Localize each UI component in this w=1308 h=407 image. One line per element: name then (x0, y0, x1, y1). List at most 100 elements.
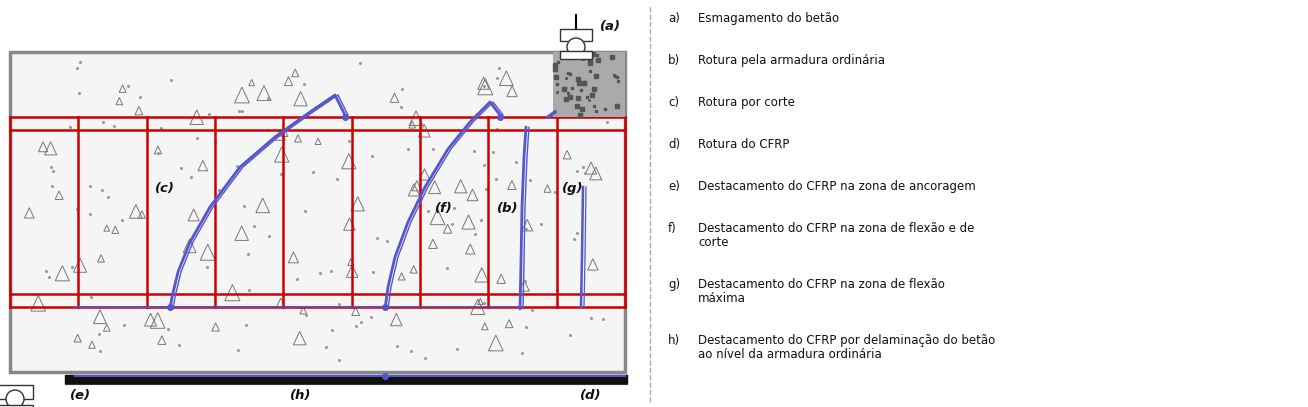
Point (475, 185, 496, 192)
Point (186, 135, 207, 142)
Point (566, 229, 587, 236)
Point (161, 77, 182, 83)
Point (339, 138, 360, 144)
Point (228, 107, 249, 114)
Text: (h): (h) (290, 389, 311, 402)
Point (258, 127, 279, 133)
Point (42, 168, 63, 174)
Point (560, 332, 581, 338)
Text: (f): (f) (436, 202, 453, 215)
Point (555, 103, 576, 110)
Point (89, 348, 110, 354)
Bar (0, 405, 33, 407)
Text: h): h) (668, 334, 680, 347)
Text: (d): (d) (579, 389, 602, 402)
Text: g): g) (668, 278, 680, 291)
Point (80, 182, 101, 189)
Point (522, 307, 543, 313)
Point (447, 346, 468, 352)
Point (285, 118, 306, 125)
Point (514, 278, 535, 284)
Point (377, 238, 398, 244)
Point (375, 304, 396, 310)
Text: e): e) (668, 180, 680, 193)
Point (315, 343, 336, 350)
Point (320, 267, 341, 274)
Text: a): a) (668, 12, 680, 25)
Point (547, 287, 568, 293)
Point (296, 312, 317, 319)
Bar (560, 29, 593, 41)
Point (169, 341, 190, 348)
Point (349, 60, 370, 66)
Text: f): f) (668, 222, 676, 235)
Point (150, 125, 171, 131)
Point (351, 319, 371, 325)
Point (71, 59, 92, 66)
Point (398, 146, 419, 152)
Text: Rotura por corte: Rotura por corte (698, 96, 795, 109)
Point (310, 270, 331, 277)
Point (235, 321, 256, 328)
Point (566, 93, 587, 99)
Point (443, 205, 464, 211)
Point (515, 226, 536, 232)
Point (361, 314, 382, 321)
Point (208, 187, 229, 193)
Circle shape (7, 390, 24, 407)
Text: (e): (e) (71, 389, 92, 402)
Point (269, 171, 290, 177)
Text: Destacamento do CFRP na zona de flexão: Destacamento do CFRP na zona de flexão (698, 278, 944, 291)
Point (322, 327, 343, 333)
Text: ao nível da armadura ordinária: ao nível da armadura ordinária (698, 348, 882, 361)
Point (233, 203, 254, 209)
Text: Rotura do CFRP: Rotura do CFRP (698, 138, 789, 151)
Point (114, 322, 135, 329)
Point (487, 75, 508, 81)
Point (294, 208, 315, 214)
Point (328, 301, 349, 307)
Point (88, 331, 109, 338)
Circle shape (566, 38, 585, 56)
Point (181, 174, 201, 180)
Point (204, 298, 225, 305)
Text: (c): (c) (156, 182, 175, 195)
Point (573, 164, 594, 171)
Point (327, 175, 348, 182)
Point (576, 107, 596, 114)
Point (41, 164, 61, 170)
Point (286, 275, 307, 282)
Text: Esmagamento do betão: Esmagamento do betão (698, 12, 840, 25)
Text: Destacamento do CFRP na zona de ancoragem: Destacamento do CFRP na zona de ancorage… (698, 180, 976, 193)
Text: corte: corte (698, 236, 729, 249)
Bar (10, 52, 625, 372)
Point (515, 324, 536, 330)
Point (205, 138, 226, 145)
Point (98, 194, 119, 201)
Point (92, 187, 112, 194)
Point (103, 123, 124, 129)
Point (39, 274, 60, 280)
Point (485, 175, 506, 182)
Point (473, 162, 494, 168)
Point (93, 118, 114, 125)
Text: Destacamento do CFRP na zona de flexão e de: Destacamento do CFRP na zona de flexão e… (698, 222, 974, 235)
Point (345, 323, 366, 330)
Point (67, 65, 88, 71)
Point (80, 210, 101, 217)
Point (596, 119, 617, 125)
Point (35, 268, 56, 275)
Point (530, 221, 551, 228)
Point (564, 236, 585, 243)
Bar (560, 51, 593, 59)
Text: Rotura pela armadura ordinária: Rotura pela armadura ordinária (698, 54, 886, 67)
Point (441, 221, 462, 228)
Bar (553, 52, 625, 117)
Point (361, 153, 382, 160)
Text: máxima: máxima (698, 292, 746, 305)
Point (409, 291, 430, 298)
Point (473, 83, 494, 89)
Point (566, 168, 587, 174)
Text: d): d) (668, 138, 680, 151)
Text: c): c) (668, 96, 679, 109)
